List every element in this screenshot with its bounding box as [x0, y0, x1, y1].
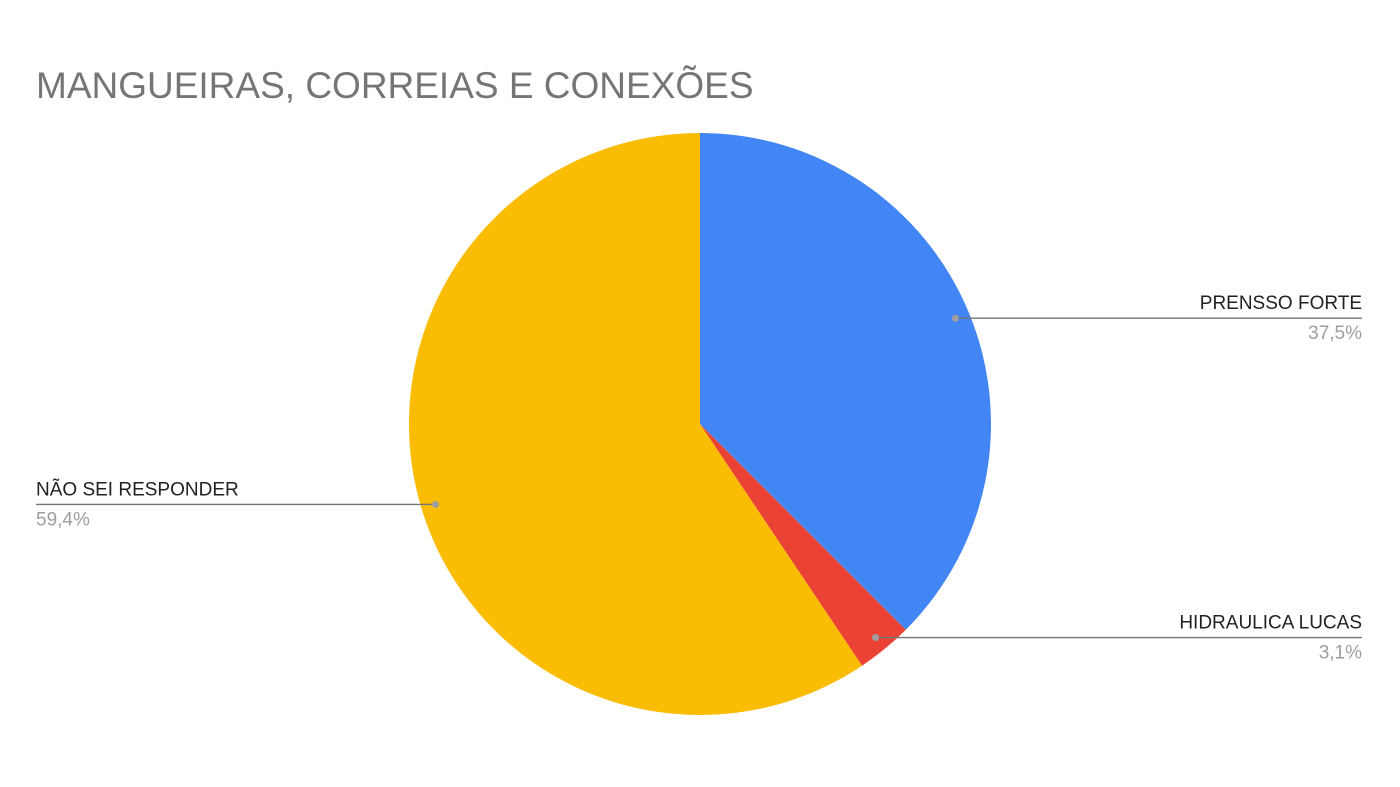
slice-value-label: 37,5% [1308, 323, 1362, 344]
chart-title: MANGUEIRAS, CORREIAS E CONEXÕES [36, 65, 754, 106]
leader-dot [951, 314, 959, 322]
slice-value-label: 3,1% [1319, 643, 1362, 664]
pie-slice [700, 133, 991, 630]
slice-label: HIDRAULICA LUCAS [1179, 613, 1362, 634]
slice-label: NÃO SEI RESPONDER [36, 478, 239, 500]
pie-slice [408, 132, 863, 715]
leader-dot [872, 634, 880, 642]
pie-slice [700, 424, 906, 666]
leader-dot [432, 500, 440, 508]
slice-value-label: 59,4% [36, 509, 90, 530]
slice-label: PRENSSO FORTE [1200, 293, 1362, 314]
